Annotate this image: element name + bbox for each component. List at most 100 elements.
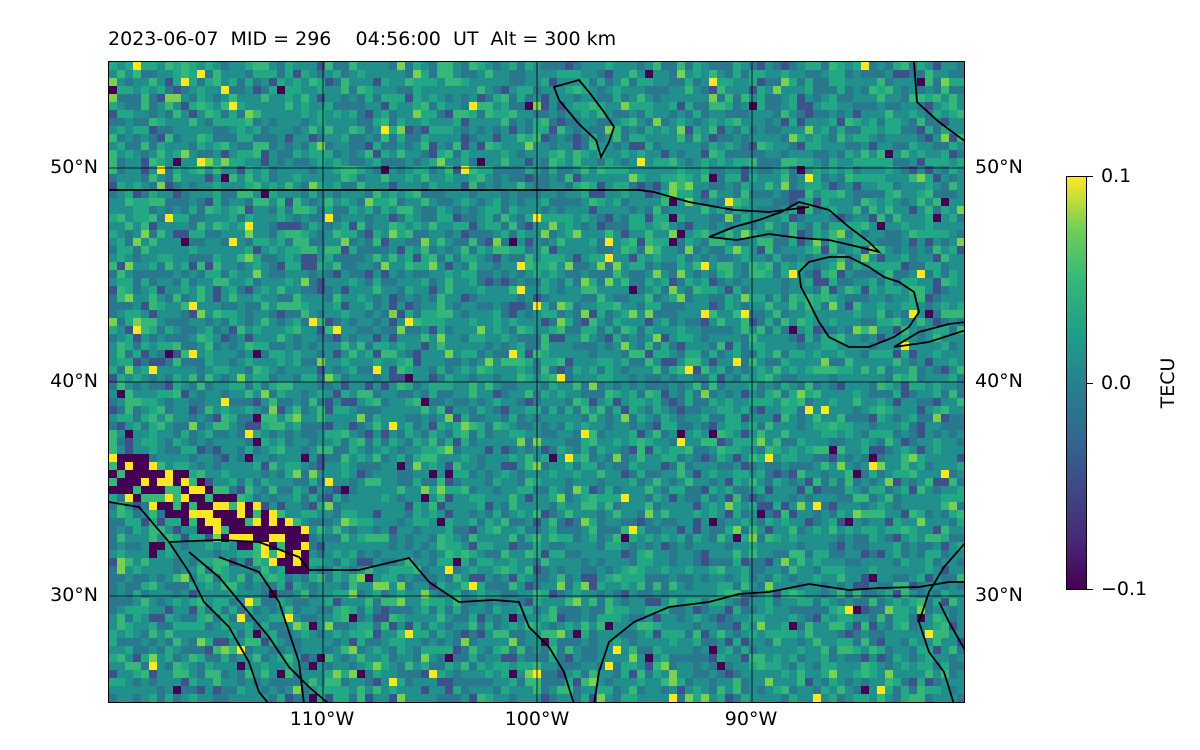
tec-cell [357, 230, 365, 238]
tec-cell [277, 254, 285, 262]
tec-cell [909, 390, 917, 398]
tec-cell [317, 414, 325, 422]
tec-cell [237, 398, 245, 406]
tec-cell [757, 294, 765, 302]
tec-cell [861, 238, 869, 246]
tec-cell [501, 414, 509, 422]
tec-cell [517, 166, 525, 174]
tec-cell [829, 262, 837, 270]
tec-cell [293, 302, 301, 310]
tec-cell [381, 310, 389, 318]
tec-cell [597, 102, 605, 110]
tec-cell [301, 70, 309, 78]
tec-cell [557, 294, 565, 302]
tec-cell [325, 414, 333, 422]
tec-cell [845, 190, 853, 198]
tec-cell [949, 390, 957, 398]
tec-cell [261, 174, 269, 182]
tec-cell [253, 390, 261, 398]
tec-cell [301, 190, 309, 198]
tec-cell [653, 126, 661, 134]
tec-cell [261, 166, 269, 174]
tec-cell [661, 406, 669, 414]
tec-cell [893, 294, 901, 302]
tec-cell [501, 230, 509, 238]
tec-cell [549, 382, 557, 390]
tec-cell [413, 94, 421, 102]
tec-cell [213, 206, 221, 214]
tec-cell [173, 126, 181, 134]
tec-cell [221, 422, 229, 430]
tec-cell [341, 190, 349, 198]
tec-cell [517, 310, 525, 318]
tec-cell [349, 222, 357, 230]
tec-cell [597, 198, 605, 206]
tec-cell [197, 182, 205, 190]
tec-cell [349, 118, 357, 126]
tec-cell [845, 198, 853, 206]
tec-cell [357, 310, 365, 318]
tec-cell [245, 334, 253, 342]
tec-cell [221, 214, 229, 222]
tec-cell [749, 366, 757, 374]
tec-cell [573, 382, 581, 390]
tec-cell [565, 254, 573, 262]
tec-cell [197, 190, 205, 198]
tec-cell [701, 198, 709, 206]
tec-cell [125, 382, 133, 390]
tec-cell [677, 366, 685, 374]
tec-cell [493, 302, 501, 310]
tec-cell [741, 166, 749, 174]
tec-cell [429, 182, 437, 190]
tec-cell [957, 182, 964, 190]
tec-cell [349, 262, 357, 270]
tec-cell [645, 110, 653, 118]
tec-cell [645, 270, 653, 278]
tec-cell [413, 158, 421, 166]
tec-cell [333, 318, 341, 326]
tec-cell [109, 342, 117, 350]
tec-cell [445, 94, 453, 102]
tec-cell [669, 358, 677, 366]
tec-cell [949, 286, 957, 294]
tec-cell [645, 94, 653, 102]
tec-cell [741, 238, 749, 246]
tec-cell [605, 254, 613, 262]
tec-cell [397, 310, 405, 318]
tec-cell [941, 294, 949, 302]
tec-cell [445, 294, 453, 302]
tec-cell [141, 422, 149, 430]
tec-cell [693, 214, 701, 222]
tec-cell [829, 190, 837, 198]
tec-cell [885, 78, 893, 86]
tec-cell [117, 270, 125, 278]
tec-cell [397, 390, 405, 398]
tec-cell [421, 126, 429, 134]
tec-cell [517, 406, 525, 414]
tec-cell [909, 174, 917, 182]
tec-cell [821, 374, 829, 382]
tec-cell [637, 86, 645, 94]
map-panel[interactable] [108, 61, 965, 703]
tec-cell [613, 102, 621, 110]
tec-cell [453, 110, 461, 118]
tec-cell [453, 206, 461, 214]
tec-cell [301, 294, 309, 302]
tec-cell [717, 334, 725, 342]
tec-cell [733, 366, 741, 374]
tec-cell [957, 342, 964, 350]
tec-cell [141, 182, 149, 190]
tec-cell [581, 374, 589, 382]
tec-cell [949, 110, 957, 118]
tec-cell [557, 118, 565, 126]
tec-cell [197, 342, 205, 350]
tec-cell [605, 94, 613, 102]
tec-cell [205, 110, 213, 118]
tec-cell [453, 238, 461, 246]
tec-cell [877, 414, 885, 422]
tec-cell [405, 302, 413, 310]
tec-cell [429, 198, 437, 206]
tec-cell [237, 238, 245, 246]
tec-cell [829, 414, 837, 422]
tec-cell [869, 86, 877, 94]
